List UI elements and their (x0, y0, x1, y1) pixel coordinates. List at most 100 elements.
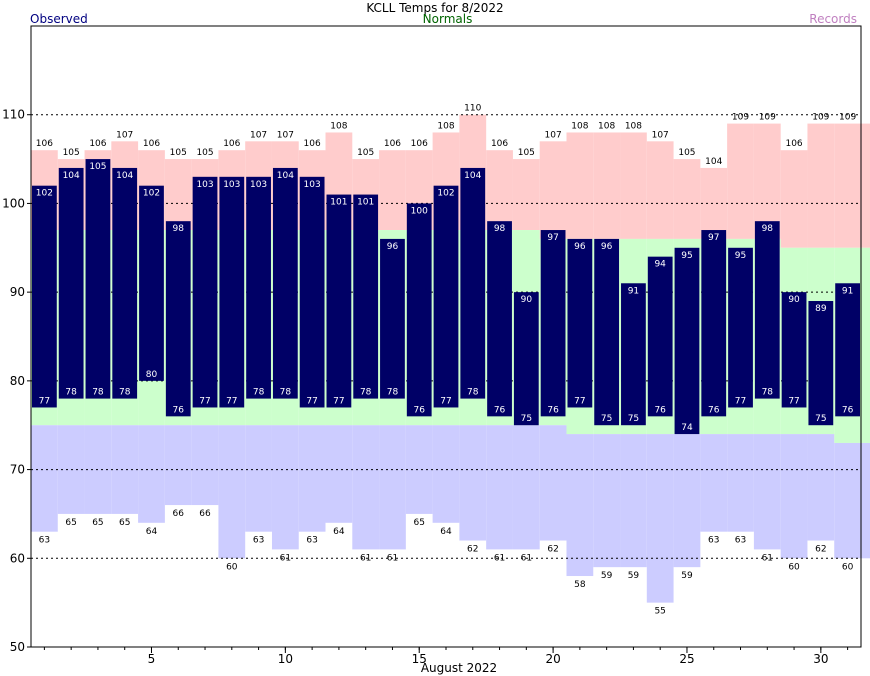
chart-title: KCLL Temps for 8/2022 (366, 1, 504, 15)
observed-high-label: 89 (815, 304, 827, 314)
record-high-band (512, 159, 540, 231)
record-high-band (753, 123, 781, 239)
observed-low-label: 78 (280, 388, 292, 398)
record-low-band (352, 425, 380, 550)
observed-bar (380, 238, 405, 399)
observed-high-label: 102 (437, 189, 454, 199)
record-high-label: 106 (491, 139, 508, 149)
observed-low-label: 77 (199, 396, 210, 406)
observed-high-label: 103 (304, 180, 321, 190)
record-high-band (673, 159, 701, 239)
record-high-label: 105 (63, 148, 80, 158)
record-low-band (807, 434, 835, 541)
record-low-band (459, 425, 487, 541)
observed-low-label: 78 (65, 388, 77, 398)
x-tick-label: 30 (813, 652, 828, 666)
record-low-band (486, 425, 513, 550)
record-low-label: 63 (708, 536, 719, 546)
record-high-label: 106 (785, 139, 802, 149)
observed-bar (701, 230, 727, 417)
record-low-band (31, 425, 58, 532)
observed-high-label: 103 (223, 180, 240, 190)
x-tick-label: 25 (679, 652, 694, 666)
observed-bar (192, 176, 218, 408)
record-high-label: 107 (116, 130, 133, 140)
record-low-label: 61 (521, 553, 532, 563)
observed-high-label: 104 (63, 171, 80, 181)
record-high-label: 108 (625, 121, 642, 131)
observed-low-label: 77 (39, 396, 50, 406)
observed-high-label: 101 (330, 198, 347, 208)
observed-high-label: 95 (735, 251, 746, 261)
record-low-band (405, 425, 433, 514)
record-low-label: 61 (387, 553, 398, 563)
observed-low-label: 80 (146, 370, 158, 380)
record-low-band (218, 425, 246, 559)
observed-bar (674, 247, 700, 435)
observed-high-label: 98 (494, 224, 506, 234)
record-high-label: 107 (250, 130, 267, 140)
observed-high-label: 98 (762, 224, 774, 234)
observed-low-label: 78 (387, 388, 399, 398)
record-low-label: 59 (681, 571, 693, 581)
record-high-label: 105 (357, 148, 374, 158)
observed-high-label: 102 (143, 189, 160, 199)
record-high-label: 108 (437, 121, 454, 131)
record-low-band (620, 434, 647, 568)
observed-high-label: 97 (708, 233, 719, 243)
observed-low-label: 77 (735, 396, 746, 406)
observed-bar (32, 185, 57, 408)
record-high-label: 108 (598, 121, 615, 131)
record-low-label: 58 (574, 580, 586, 590)
record-low-label: 65 (65, 518, 76, 528)
record-low-label: 60 (788, 562, 800, 572)
record-high-label: 107 (277, 130, 294, 140)
record-high-band (646, 141, 674, 239)
observed-bar (781, 292, 807, 408)
record-high-band (620, 132, 647, 239)
observed-high-label: 98 (173, 224, 185, 234)
observed-bar (647, 256, 673, 417)
record-high-band (593, 132, 621, 239)
record-low-label: 63 (39, 536, 50, 546)
record-low-label: 55 (654, 607, 665, 617)
observed-bar (406, 203, 432, 417)
record-low-band (700, 434, 728, 532)
observed-bar (353, 194, 379, 399)
record-high-label: 105 (170, 148, 187, 158)
observed-low-label: 78 (360, 388, 372, 398)
observed-bar (219, 176, 245, 408)
observed-bar (754, 221, 780, 399)
record-low-label: 66 (199, 509, 211, 519)
observed-high-label: 95 (681, 251, 692, 261)
observed-legend-label: Observed (30, 12, 88, 26)
y-tick-label: 60 (10, 551, 25, 565)
record-low-band (245, 425, 272, 532)
observed-high-label: 103 (250, 180, 267, 190)
x-tick-label: 20 (545, 652, 560, 666)
observed-bar (58, 167, 84, 399)
record-high-label: 110 (464, 104, 481, 114)
observed-high-label: 105 (89, 162, 106, 172)
observed-bar (272, 167, 298, 399)
record-high-band (780, 150, 808, 248)
record-low-label: 65 (119, 518, 130, 528)
record-low-label: 62 (547, 545, 558, 555)
x-tick-label: 15 (412, 652, 427, 666)
observed-low-label: 75 (521, 414, 532, 424)
record-low-band (780, 434, 808, 559)
record-high-band (539, 141, 567, 239)
observed-high-label: 104 (277, 171, 294, 181)
observed-low-label: 76 (494, 405, 506, 415)
observed-high-label: 96 (601, 242, 613, 252)
record-high-band (566, 132, 594, 239)
record-high-label: 109 (732, 113, 749, 123)
record-low-label: 64 (333, 527, 345, 537)
record-high-label: 109 (812, 113, 829, 123)
record-low-band (566, 434, 594, 577)
record-low-band (753, 434, 781, 550)
record-high-label: 105 (678, 148, 695, 158)
record-high-label: 108 (571, 121, 588, 131)
observed-high-label: 102 (36, 189, 53, 199)
